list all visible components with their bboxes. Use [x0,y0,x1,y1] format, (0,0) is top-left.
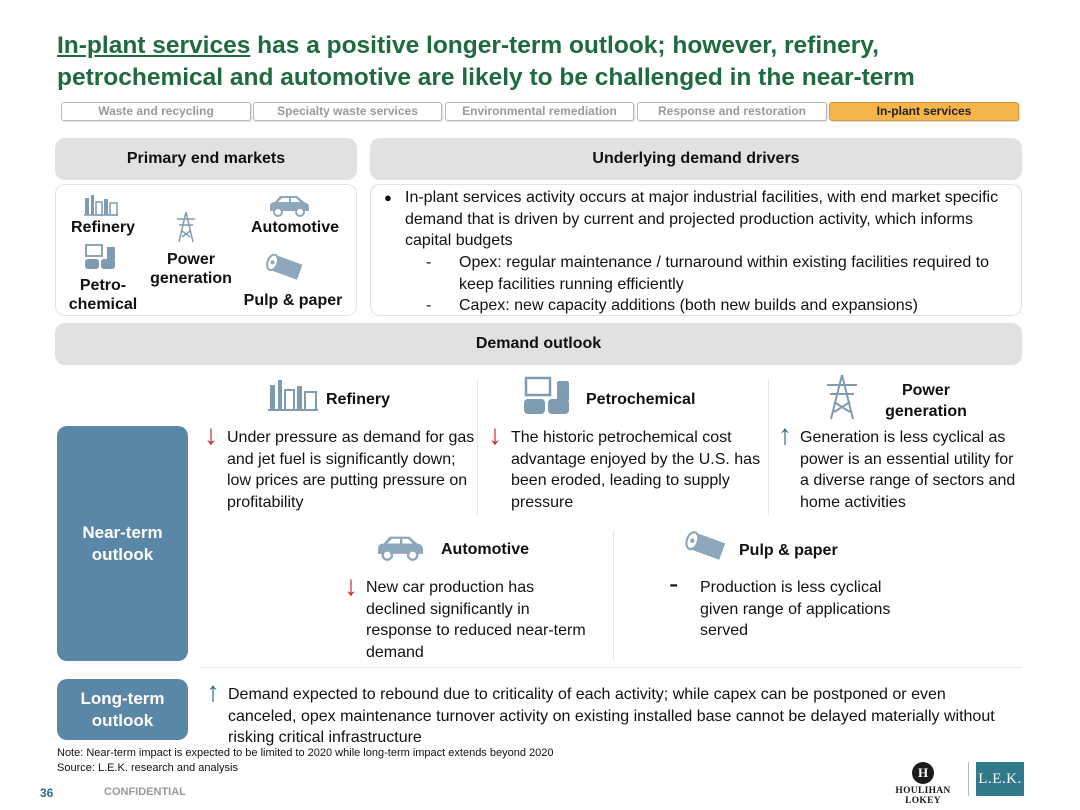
down-arrow-icon: ↓ [344,570,358,601]
down-arrow-icon: ↓ [488,419,502,450]
car-icon [270,196,309,217]
tab-specialty-waste-services[interactable]: Specialty waste services [253,102,442,121]
petrochemical-icon [85,244,115,269]
paper-roll-icon [266,253,303,280]
market-power-label: Power generation [150,251,232,287]
sub-bullet-dash-1: - [426,254,432,271]
houlihan-lokey-wordmark: HOULIHAN LOKEY [895,786,951,806]
demand-drivers-header: Underlying demand drivers [370,138,1022,180]
row-divider [200,667,1022,668]
paper-roll-icon [685,531,726,560]
confidential-label: CONFIDENTIAL [104,786,186,798]
drivers-bullet-text: In-plant services activity occurs at maj… [405,189,999,249]
tab-response-and-restoration[interactable]: Response and restoration [637,102,827,121]
outlook-automotive-text: New car production has declined signific… [366,579,586,661]
refinery-icon [84,195,118,216]
outlook-power-name: Power generation [885,382,967,420]
market-petrochemical-label: Petro- chemical [68,277,138,313]
lek-logo: L.E.K. [976,762,1024,796]
up-arrow-icon: ↑ [778,419,792,450]
demand-drivers-panel [370,184,1022,316]
houlihan-lokey-logo: H HOULIHAN LOKEY [878,762,968,806]
outlook-refinery-name: Refinery [326,391,391,408]
source-note: Source: L.E.K. research and analysis [57,762,238,774]
outlook-long-term-text: Demand expected to rebound due to critic… [228,686,995,746]
market-refinery-label: Refinery [70,219,136,236]
tab-in-plant-services[interactable]: In-plant services [829,102,1019,121]
power-tower-icon [177,211,195,243]
down-arrow-icon: ↓ [204,419,218,450]
column-divider [613,530,614,660]
drivers-capex-text: Capex: new capacity additions (both new … [459,297,918,314]
up-arrow-icon: ↑ [206,676,220,707]
sub-bullet-dash-2: - [426,297,432,314]
outlook-petrochemical-text: The historic petrochemical cost advantag… [511,429,761,511]
demand-outlook-header: Demand outlook [55,323,1022,365]
drivers-opex-text: Opex: regular maintenance / turnaround w… [459,254,990,293]
outlook-petrochemical-name: Petrochemical [586,391,696,408]
outlook-refinery-text: Under pressure as demand for gas and jet… [227,429,475,511]
long-term-outlook-label: Long-term outlook [57,679,188,740]
car-icon [378,536,424,561]
refinery-icon [268,380,318,411]
primary-end-markets-header: Primary end markets [55,138,357,180]
neutral-dash-icon: - [669,568,679,599]
market-automotive-label: Automotive [251,219,339,236]
outlook-pulp-name: Pulp & paper [739,542,838,559]
power-tower-icon [827,374,857,420]
page-title: In-plant services has a positive longer-… [57,30,1047,94]
outlook-automotive-name: Automotive [441,541,529,558]
footnote: Note: Near-term impact is expected to be… [57,747,554,759]
outlook-pulp-text: Production is less cyclical given range … [700,579,891,639]
column-divider [477,380,478,515]
near-term-outlook-label: Near-term outlook [57,426,188,661]
outlook-power-text: Generation is less cyclical as power is … [800,429,1016,511]
houlihan-lokey-mark: H [912,762,934,784]
petrochemical-icon [524,376,569,414]
title-rest: has a positive longer-term outlook; howe… [57,32,915,91]
tab-environmental-remediation[interactable]: Environmental remediation [445,102,634,121]
title-emphasis: In-plant services [57,32,251,59]
logo-separator [968,762,969,796]
page-number: 36 [40,786,54,800]
column-divider [768,380,769,515]
bullet-dot: ● [384,190,392,205]
section-tabs: Waste and recycling Specialty waste serv… [57,102,1019,122]
tab-waste-and-recycling[interactable]: Waste and recycling [61,102,251,121]
market-pulp-label: Pulp & paper [243,292,343,309]
